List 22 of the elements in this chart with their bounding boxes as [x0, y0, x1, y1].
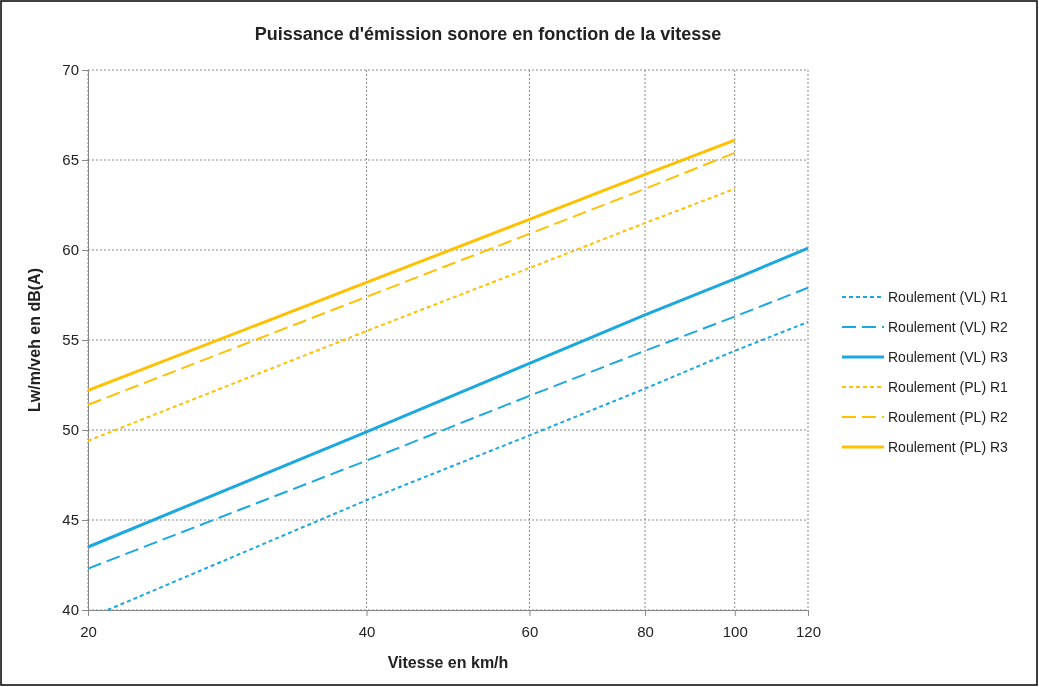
legend-label: Roulement (VL) R1 [888, 289, 1009, 305]
legend-label: Roulement (VL) R3 [888, 349, 1009, 365]
legend-label: Roulement (PL) R2 [888, 409, 1009, 425]
x-tick-label: 80 [637, 623, 654, 640]
y-tick-label: 60 [62, 241, 79, 259]
y-tick-label: 45 [62, 511, 79, 529]
legend-label: Roulement (PL) R3 [888, 439, 1009, 455]
y-tick-label: 55 [62, 331, 79, 349]
y-tick-label: 65 [62, 151, 79, 169]
x-tick-label: 100 [722, 623, 748, 640]
legend-label: Roulement (VL) R2 [888, 319, 1009, 335]
y-tick-label: 40 [62, 601, 79, 619]
chart-title: Puissance d'émission sonore en fonction de la vitesse [254, 24, 722, 44]
x-tick-label: 60 [521, 623, 539, 640]
y-tick-label: 50 [62, 421, 79, 439]
y-tick-label: 70 [62, 61, 79, 79]
legend-label: Roulement (PL) R1 [888, 379, 1009, 395]
x-axis-title: Vitesse en km/h [387, 654, 509, 671]
x-tick-label: 20 [80, 623, 97, 640]
y-axis-title: Lw/m/veh en dB(A) [26, 267, 43, 413]
x-tick-label: 120 [795, 623, 822, 640]
x-tick-label: 40 [358, 623, 376, 640]
